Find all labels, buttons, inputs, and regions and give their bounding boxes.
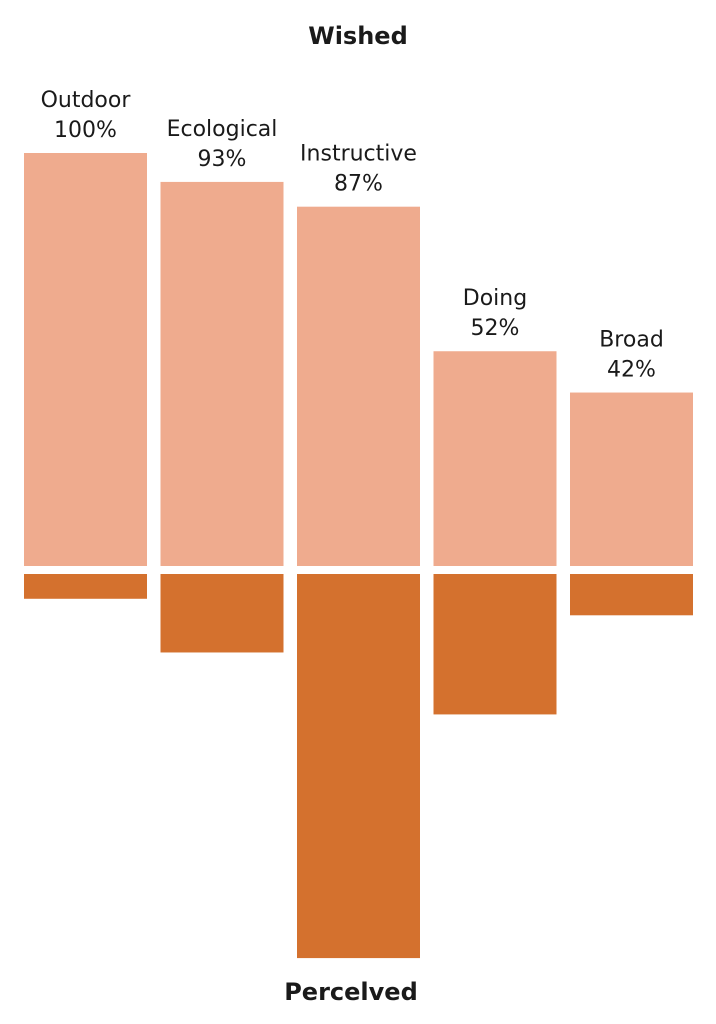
perceived-bar-ecological bbox=[160, 574, 284, 653]
wished-bar-broad bbox=[570, 392, 693, 566]
category-label-outdoor: Outdoor bbox=[41, 88, 132, 113]
perceived-bar-instructive bbox=[297, 574, 420, 959]
category-label-doing: Doing bbox=[463, 286, 527, 311]
perceived-bars bbox=[24, 574, 693, 959]
value-label-doing: 52% bbox=[471, 316, 520, 341]
wished-bar-ecological bbox=[160, 181, 284, 566]
category-label-broad: Broad bbox=[599, 328, 664, 353]
value-label-instructive: 87% bbox=[334, 172, 383, 197]
value-label-outdoor: 100% bbox=[54, 118, 117, 143]
wished-bar-outdoor bbox=[24, 153, 147, 566]
category-label-instructive: Instructive bbox=[300, 142, 417, 167]
category-label-ecological: Ecological bbox=[167, 117, 278, 142]
wished-title: Wished bbox=[308, 22, 408, 50]
perceived-title: Percelved bbox=[284, 978, 418, 1006]
value-label-ecological: 93% bbox=[198, 147, 247, 172]
wished-bars bbox=[24, 153, 693, 566]
wished-bar-doing bbox=[433, 351, 557, 566]
bar-labels: Outdoor 100% Ecological 93% Instructive 87% Do… bbox=[41, 88, 664, 383]
wished-bar-instructive bbox=[297, 206, 420, 566]
perceived-bar-broad bbox=[570, 574, 693, 616]
perceived-bar-doing bbox=[433, 574, 557, 715]
value-label-broad: 42% bbox=[607, 358, 656, 383]
perceived-bar-outdoor bbox=[24, 574, 147, 599]
